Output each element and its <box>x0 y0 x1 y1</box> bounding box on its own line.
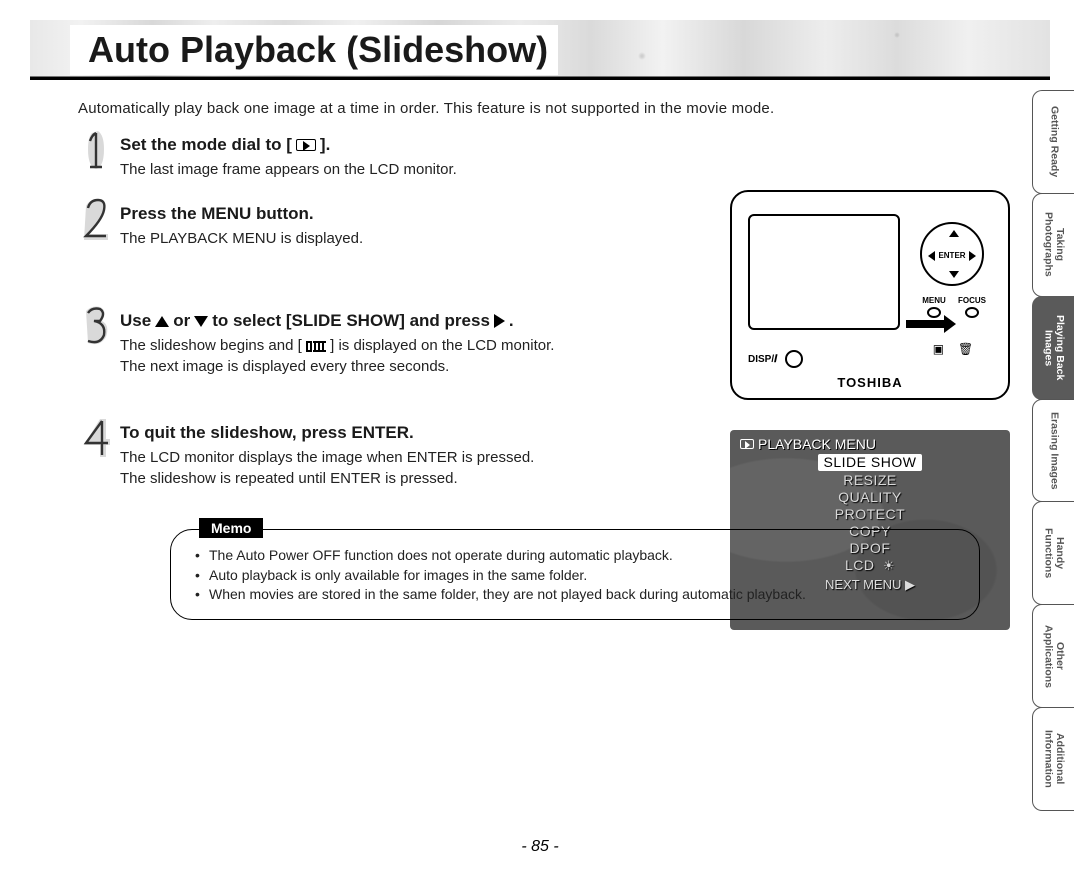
step-number-4-icon <box>78 415 116 461</box>
menu-item-resize: RESIZE <box>770 472 970 489</box>
menu-item-slideshow: SLIDE SHOW <box>818 454 923 471</box>
step-2-title: Press the MENU button. <box>120 204 720 224</box>
step-3-title-pre: Use <box>120 311 151 331</box>
tab-handy-functions[interactable]: Handy Functions <box>1032 501 1074 605</box>
memo-item: When movies are stored in the same folde… <box>193 585 957 605</box>
playback-mode-icon <box>296 139 316 151</box>
page-title: Auto Playback (Slideshow) <box>70 25 558 75</box>
step-3-title-post2: . <box>509 311 514 331</box>
step-2-body: The PLAYBACK MENU is displayed. <box>120 228 720 249</box>
camera-back-illustration: ENTER MENU FOCUS ▣ 🗑 DISP/𝒊 TOSHIBA <box>730 190 1010 400</box>
step-1-title-pre: Set the mode dial to [ <box>120 135 292 155</box>
page-number: - 85 - <box>0 838 1080 856</box>
camera-info-icon: 𝒊 <box>774 354 777 365</box>
memo-label: Memo <box>199 518 263 538</box>
title-bar: Auto Playback (Slideshow) <box>30 20 1050 80</box>
tab-playing-back-images[interactable]: Playing Back Images <box>1032 296 1074 400</box>
tab-additional-information[interactable]: Additional Information <box>1032 707 1074 811</box>
step-number-2-icon <box>78 196 116 242</box>
camera-enter-label: ENTER <box>922 251 982 260</box>
camera-brand-label: TOSHIBA <box>732 375 1008 390</box>
menu-playback-icon <box>740 439 754 449</box>
tab-taking-photographs[interactable]: Taking Photographs <box>1032 193 1074 297</box>
memo-item: The Auto Power OFF function does not ope… <box>193 546 957 566</box>
step-4-body-line1: The LCD monitor displays the image when … <box>120 449 534 466</box>
menu-header-label: PLAYBACK MENU <box>758 436 876 452</box>
camera-disp-label: DISP/ <box>748 354 774 365</box>
camera-lcd-icon <box>748 214 900 330</box>
step-3-title-post1: to select [SLIDE SHOW] and press <box>212 311 490 331</box>
intro-text: Automatically play back one image at a t… <box>78 100 1050 117</box>
tab-other-applications[interactable]: Other Applications <box>1032 604 1074 708</box>
down-arrow-icon <box>194 316 208 327</box>
step-3-title-mid: or <box>173 311 190 331</box>
step-3-body-line2: The next image is displayed every three … <box>120 358 449 375</box>
step-4-body-line2: The slideshow is repeated until ENTER is… <box>120 470 458 487</box>
tab-erasing-images[interactable]: Erasing Images <box>1032 399 1074 503</box>
up-arrow-icon <box>155 316 169 327</box>
step-3-body-post: ] is displayed on the LCD monitor. <box>330 337 554 354</box>
camera-menu-label: MENU <box>922 296 946 305</box>
camera-focus-button-icon: FOCUS <box>957 296 987 318</box>
camera-trash-icon: 🗑 <box>958 342 973 356</box>
step-1-title-post: ]. <box>320 135 330 155</box>
step-4-title: To quit the slideshow, press ENTER. <box>120 423 720 443</box>
step-1-body: The last image frame appears on the LCD … <box>120 159 720 180</box>
step-number-3-icon <box>78 303 116 349</box>
step-1: Set the mode dial to [ ]. The last image… <box>120 135 1050 180</box>
tab-getting-ready[interactable]: Getting Ready <box>1032 90 1074 194</box>
chapter-tabs: Getting Ready Taking Photographs Playing… <box>1032 90 1074 810</box>
slideshow-indicator-icon <box>306 341 326 352</box>
memo-box: Memo The Auto Power OFF function does no… <box>170 529 980 620</box>
camera-dpad-icon: ENTER <box>920 222 984 286</box>
step-3-body-pre: The slideshow begins and [ <box>120 337 306 354</box>
menu-item-protect: PROTECT <box>770 506 970 523</box>
menu-pointer-arrow-icon <box>906 320 946 328</box>
camera-folder-icon: ▣ <box>933 342 944 356</box>
step-number-1-icon <box>78 127 116 173</box>
menu-item-quality: QUALITY <box>770 489 970 506</box>
camera-focus-label: FOCUS <box>958 296 986 305</box>
camera-disp-button-icon: DISP/𝒊 <box>748 350 803 368</box>
right-arrow-icon <box>494 314 505 328</box>
memo-item: Auto playback is only available for imag… <box>193 566 957 586</box>
